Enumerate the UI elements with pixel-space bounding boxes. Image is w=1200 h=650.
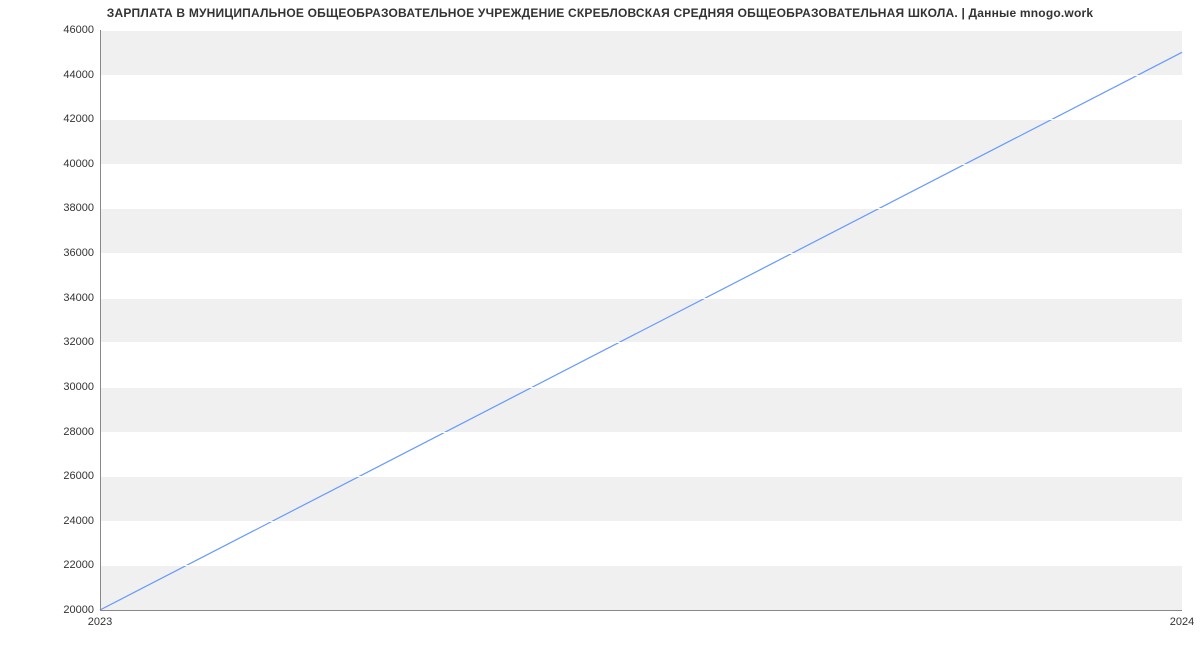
y-tick-label: 46000 <box>63 24 100 36</box>
x-tick-label: 2024 <box>1170 610 1194 628</box>
y-tick-label: 44000 <box>63 69 100 81</box>
y-tick-label: 32000 <box>63 336 100 348</box>
y-tick-label: 22000 <box>63 559 100 571</box>
y-tick-label: 40000 <box>63 158 100 170</box>
y-gridline <box>100 208 1182 209</box>
y-axis-line <box>100 30 101 610</box>
y-gridline <box>100 342 1182 343</box>
y-gridline <box>100 164 1182 165</box>
y-tick-label: 30000 <box>63 381 100 393</box>
y-tick-label: 24000 <box>63 515 100 527</box>
y-tick-label: 42000 <box>63 113 100 125</box>
y-tick-label: 36000 <box>63 247 100 259</box>
x-axis-line <box>100 610 1182 611</box>
y-tick-label: 38000 <box>63 202 100 214</box>
y-gridline <box>100 387 1182 388</box>
y-gridline <box>100 119 1182 120</box>
y-gridline <box>100 75 1182 76</box>
y-tick-label: 26000 <box>63 470 100 482</box>
y-tick-label: 34000 <box>63 292 100 304</box>
y-gridline <box>100 565 1182 566</box>
data-line <box>100 52 1182 610</box>
chart-title: ЗАРПЛАТА В МУНИЦИПАЛЬНОЕ ОБЩЕОБРАЗОВАТЕЛ… <box>0 6 1200 20</box>
y-gridline <box>100 253 1182 254</box>
y-gridline <box>100 476 1182 477</box>
y-gridline <box>100 298 1182 299</box>
y-gridline <box>100 521 1182 522</box>
y-gridline <box>100 30 1182 31</box>
chart-plot-area: 2000022000240002600028000300003200034000… <box>100 30 1182 610</box>
y-gridline <box>100 432 1182 433</box>
x-tick-label: 2023 <box>88 610 112 628</box>
y-tick-label: 28000 <box>63 426 100 438</box>
